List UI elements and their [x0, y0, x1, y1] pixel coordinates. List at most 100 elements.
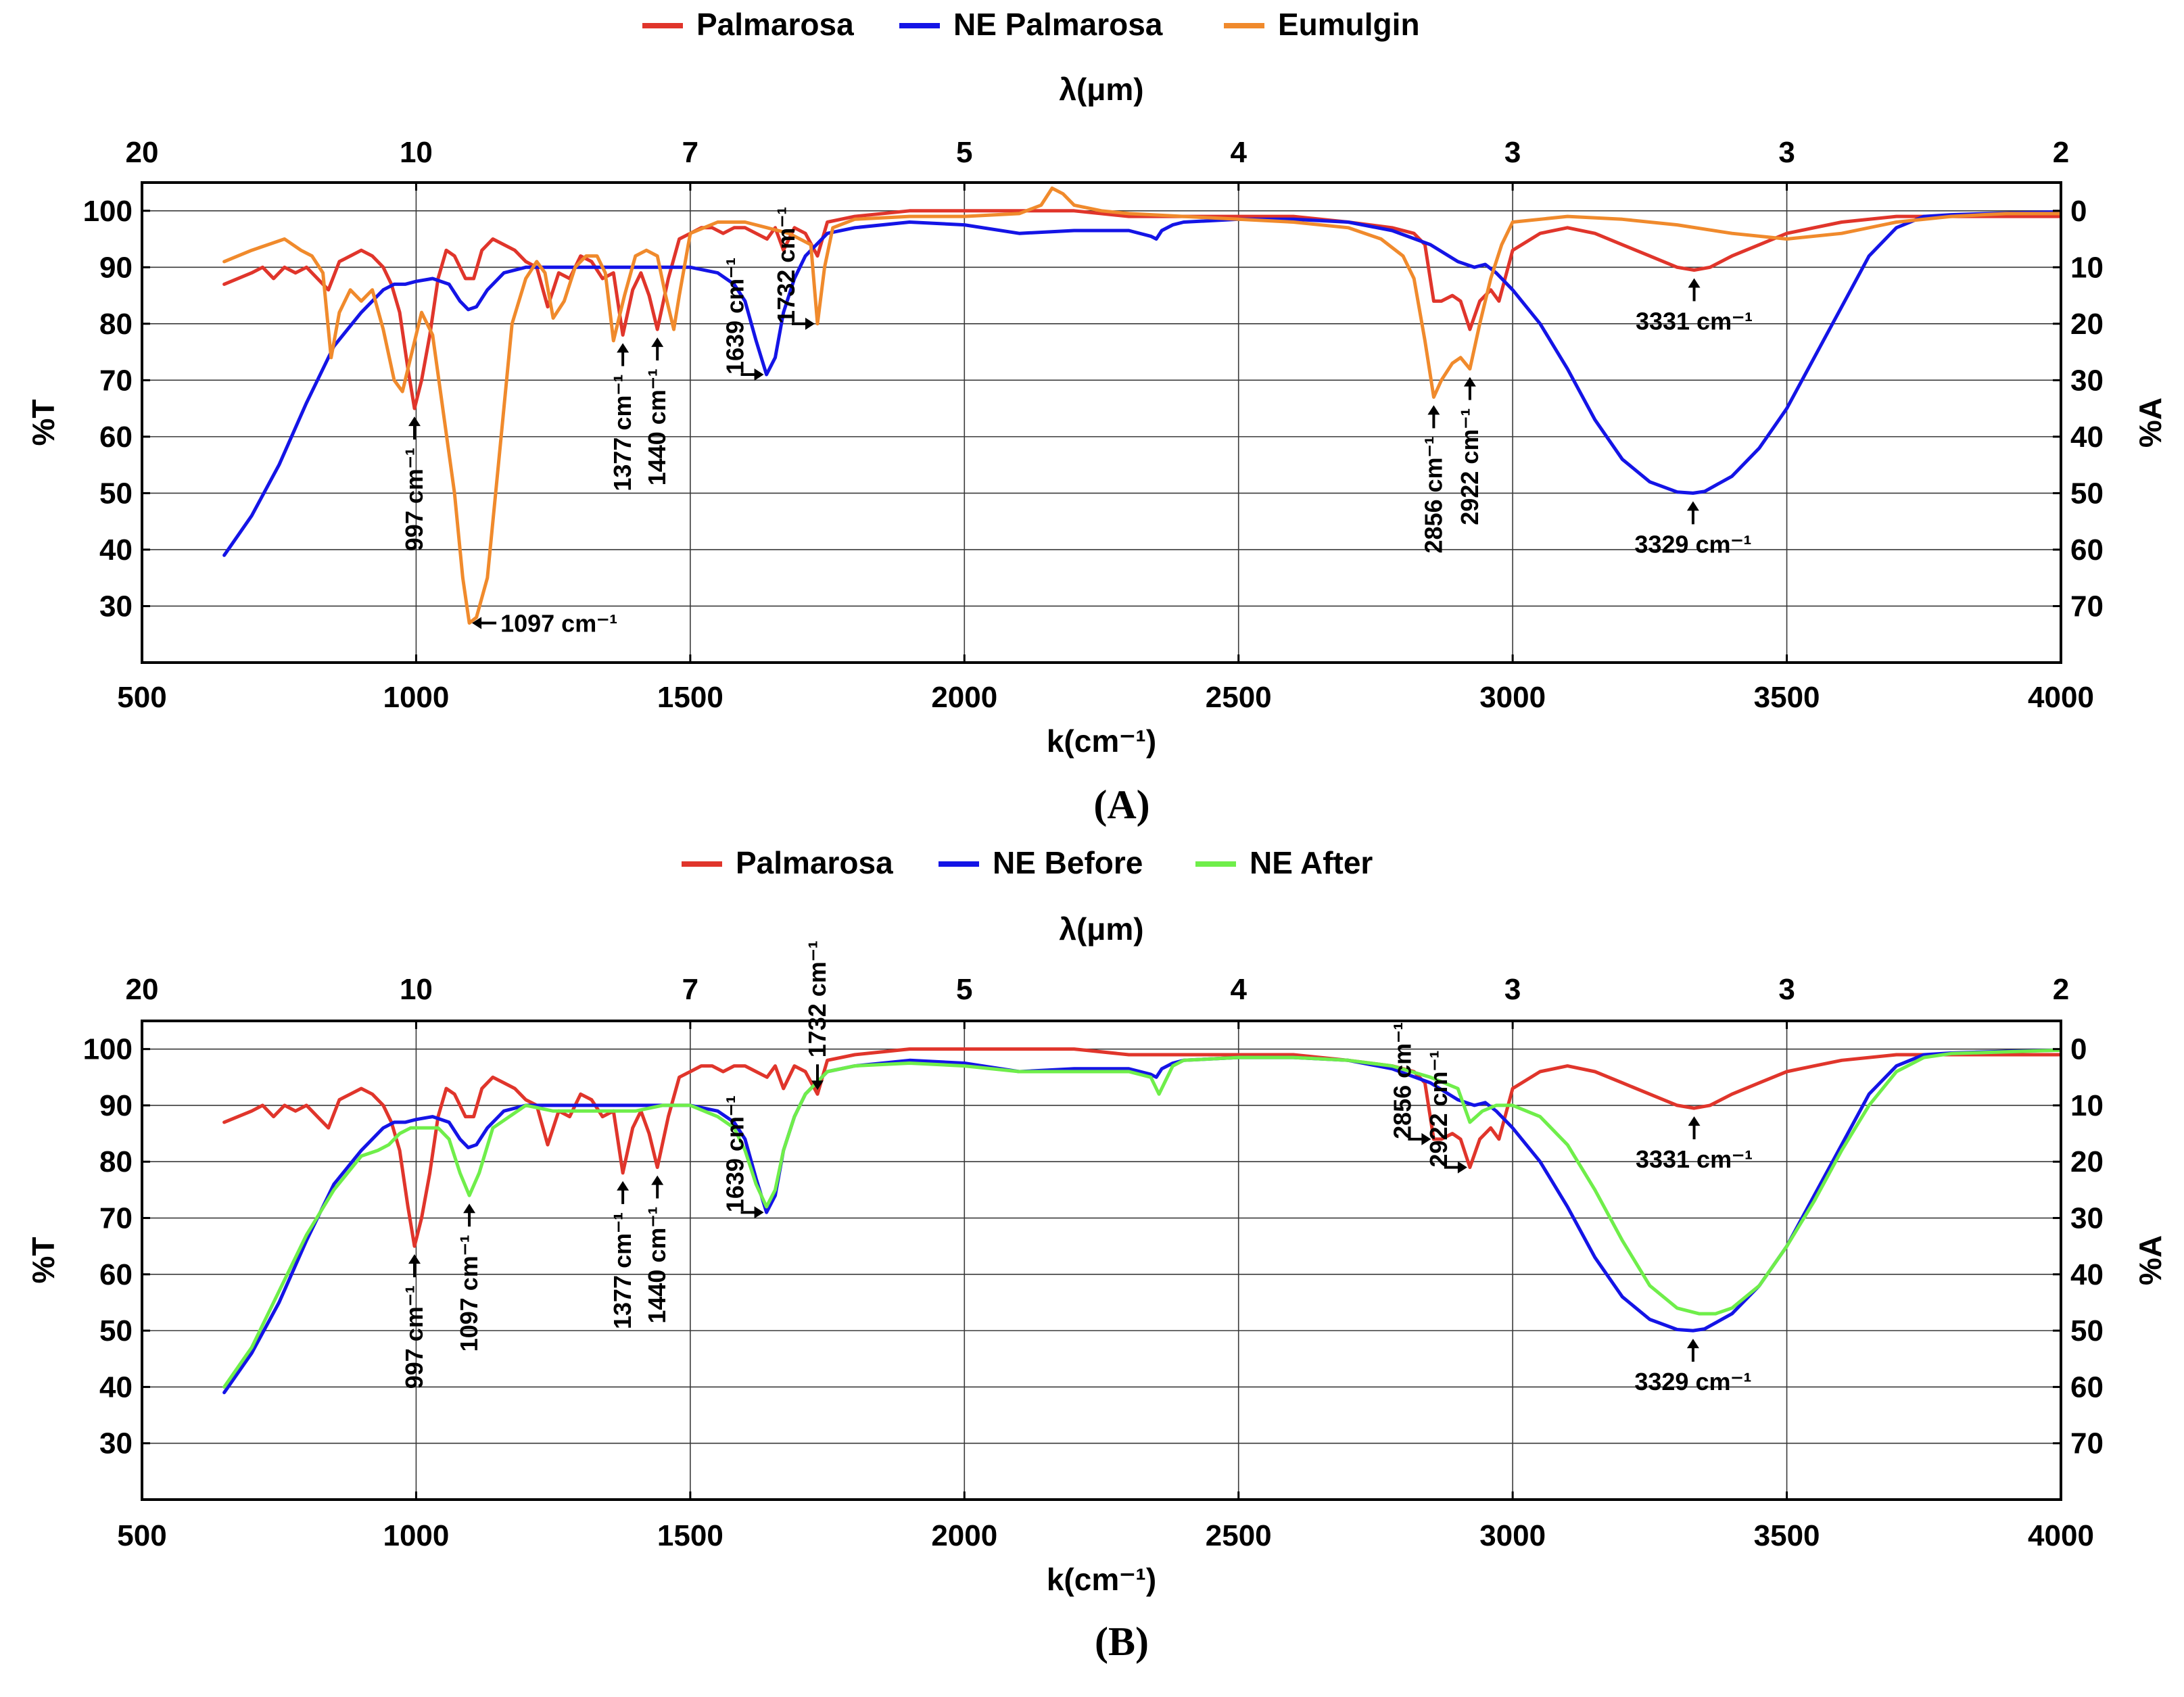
peak-annotation: 1377 cm⁻¹ [609, 343, 636, 492]
top-tick-label: 20 [126, 973, 159, 1006]
x-tick-label: 2000 [931, 681, 997, 714]
annotation-label: 1639 cm⁻¹ [721, 258, 749, 375]
y-tick-label-right: 10 [2070, 1089, 2104, 1122]
peak-annotation: 1639 cm⁻¹ [721, 258, 764, 381]
annotation-arrow-head [408, 416, 421, 427]
y-tick-label-left: 70 [99, 364, 133, 397]
y-tick-label-left: 30 [99, 590, 133, 623]
x-tick-label: 3000 [1479, 681, 1546, 714]
y-tick-label-right: 0 [2070, 195, 2087, 228]
peak-annotation: 1097 cm⁻¹ [455, 1203, 483, 1352]
peak-annotation: 2856 cm⁻¹ [1419, 405, 1447, 554]
annotation-label: 2922 cm⁻¹ [1456, 408, 1483, 525]
x-tick-label: 2500 [1206, 1519, 1272, 1552]
top-tick-label: 3 [1504, 136, 1521, 169]
top-tick-label: 3 [1778, 973, 1795, 1006]
peak-annotation: 3329 cm⁻¹ [1634, 1339, 1751, 1395]
y-tick-label-right: 40 [2070, 421, 2104, 454]
x-tick-label: 2500 [1206, 681, 1272, 714]
x-tick-label: 500 [117, 681, 166, 714]
annotation-label: 1097 cm⁻¹ [500, 610, 617, 638]
annotation-arrow-head [754, 1206, 764, 1219]
top-tick-label: 4 [1230, 136, 1247, 169]
top-axis-label: λ(μm) [1059, 72, 1143, 107]
panel-label: (B) [1095, 1619, 1149, 1664]
annotation-arrow-head [811, 1080, 824, 1091]
legend-label: Eumulgin [1278, 7, 1420, 42]
annotation-label: 1639 cm⁻¹ [721, 1095, 749, 1212]
y-tick-label-left: 90 [99, 251, 133, 284]
y-tick-label-left: 80 [99, 308, 133, 341]
top-tick-label: 10 [400, 136, 433, 169]
legend-label: Palmarosa [736, 845, 893, 880]
top-tick-label: 7 [682, 136, 698, 169]
peak-annotation: 1732 cm⁻¹ [803, 940, 831, 1091]
annotation-label: 3329 cm⁻¹ [1634, 530, 1751, 558]
annotation-arrow-head [408, 1254, 421, 1264]
top-tick-label: 4 [1230, 973, 1247, 1006]
y-tick-label-left: 50 [99, 1314, 133, 1347]
y-tick-label-right: 0 [2070, 1033, 2087, 1066]
annotation-label: 1377 cm⁻¹ [609, 1212, 636, 1329]
y-axis-label-left: %T [26, 400, 61, 446]
annotation-label: 2856 cm⁻¹ [1419, 436, 1447, 553]
annotation-arrow-head [1457, 1161, 1467, 1174]
annotation-label: 3331 cm⁻¹ [1636, 1145, 1753, 1173]
x-tick-label: 4000 [2028, 681, 2094, 714]
top-tick-label: 2 [2053, 136, 2069, 169]
peak-annotation: 997 cm⁻¹ [400, 416, 428, 551]
y-tick-label-right: 10 [2070, 251, 2104, 284]
y-tick-label-right: 30 [2070, 364, 2104, 397]
annotation-arrow-head [1463, 377, 1476, 387]
y-tick-label-left: 100 [83, 1033, 133, 1066]
x-tick-label: 1000 [383, 1519, 449, 1552]
annotation-label: 1377 cm⁻¹ [609, 375, 636, 492]
y-tick-label-right: 40 [2070, 1258, 2104, 1291]
y-tick-label-left: 50 [99, 477, 133, 510]
annotation-arrow-head [754, 368, 764, 381]
y-tick-label-right: 20 [2070, 1145, 2104, 1178]
x-axis-label: k(cm⁻¹) [1047, 1562, 1156, 1597]
y-axis-label-right: %A [2133, 1235, 2168, 1285]
y-tick-label-right: 50 [2070, 477, 2104, 510]
peak-annotation: 1097 cm⁻¹ [472, 610, 617, 638]
peak-annotation: 2856 cm⁻¹ [1388, 1022, 1431, 1145]
annotation-arrow-head [805, 317, 815, 330]
annotation-label: 2922 cm⁻¹ [1425, 1050, 1452, 1167]
top-tick-label: 5 [956, 973, 972, 1006]
y-tick-label-right: 20 [2070, 308, 2104, 341]
y-tick-label-left: 90 [99, 1089, 133, 1122]
peak-annotation: 1639 cm⁻¹ [721, 1095, 764, 1219]
y-tick-label-left: 60 [99, 421, 133, 454]
annotation-label: 997 cm⁻¹ [400, 448, 428, 551]
annotation-label: 1440 cm⁻¹ [643, 368, 671, 485]
peak-annotation: 3331 cm⁻¹ [1636, 278, 1753, 335]
annotation-arrow-head [1688, 1116, 1701, 1126]
series-line-palmarosa [222, 1047, 2061, 1248]
annotation-label: 3329 cm⁻¹ [1634, 1368, 1751, 1395]
x-axis-label: k(cm⁻¹) [1047, 723, 1156, 759]
legend-label: NE Palmarosa [953, 7, 1163, 42]
y-tick-label-left: 60 [99, 1258, 133, 1291]
peak-annotation: 997 cm⁻¹ [400, 1254, 428, 1389]
series-line-ne-palmarosa [222, 210, 2061, 557]
y-tick-label-right: 70 [2070, 590, 2104, 623]
top-tick-label: 7 [682, 973, 698, 1006]
y-tick-label-left: 30 [99, 1427, 133, 1460]
top-tick-label: 3 [1778, 136, 1795, 169]
series-line-ne-after [222, 1048, 2061, 1389]
annotation-label: 1732 cm⁻¹ [803, 940, 831, 1057]
x-tick-label: 4000 [2028, 1519, 2094, 1552]
x-tick-label: 2000 [931, 1519, 997, 1552]
peak-annotation: 3331 cm⁻¹ [1636, 1116, 1753, 1173]
y-tick-label-right: 50 [2070, 1314, 2104, 1347]
top-tick-label: 2 [2053, 973, 2069, 1006]
peak-annotation: 1377 cm⁻¹ [609, 1180, 636, 1329]
legend-label: NE Before [993, 845, 1143, 880]
y-tick-label-right: 30 [2070, 1202, 2104, 1235]
x-tick-label: 1500 [657, 1519, 723, 1552]
annotation-label: 997 cm⁻¹ [400, 1285, 428, 1389]
